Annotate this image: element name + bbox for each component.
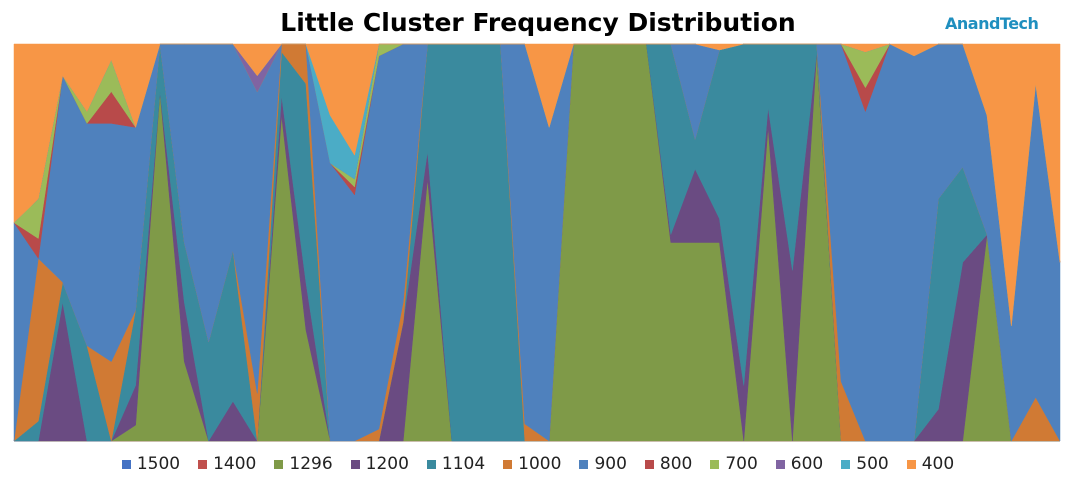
legend-label: 1296 bbox=[289, 454, 333, 474]
legend-swatch bbox=[906, 459, 916, 469]
legend-swatch bbox=[710, 459, 720, 469]
legend-item-700: 700 bbox=[710, 454, 758, 474]
legend-item-400: 400 bbox=[906, 454, 955, 474]
legend-item-1000: 1000 bbox=[503, 454, 561, 474]
legend-label: 400 bbox=[921, 454, 955, 474]
legend-item-900: 900 bbox=[579, 454, 627, 474]
legend-item-500: 500 bbox=[841, 454, 889, 474]
legend-item-800: 800 bbox=[644, 454, 693, 474]
legend-swatch bbox=[350, 459, 360, 469]
legend-label: 1200 bbox=[365, 454, 409, 474]
legend-label: 900 bbox=[594, 454, 627, 474]
legend-item-1400: 1400 bbox=[198, 454, 256, 474]
legend-label: 1500 bbox=[136, 454, 181, 474]
anandtech-logo: AnandTech bbox=[945, 14, 1039, 33]
legend-item-1500: 1500 bbox=[121, 454, 181, 474]
legend-swatch bbox=[503, 459, 513, 469]
chart-legend: 1500 1400 1296 1200 1104 1000 900 800 700 600 500 4… bbox=[0, 454, 1076, 474]
legend-item-600: 600 bbox=[775, 454, 824, 474]
legend-label: 600 bbox=[790, 454, 824, 474]
chart-title: Little Cluster Frequency Distribution bbox=[280, 8, 796, 37]
legend-label: 1104 bbox=[441, 454, 486, 474]
legend-item-1200: 1200 bbox=[350, 454, 409, 474]
legend-label: 1400 bbox=[213, 454, 257, 474]
legend-swatch bbox=[579, 459, 589, 469]
legend-label: 500 bbox=[856, 454, 889, 474]
legend-item-1296: 1296 bbox=[274, 454, 333, 474]
area-series-400 bbox=[13, 43, 1061, 326]
legend-swatch bbox=[775, 459, 785, 469]
legend-label: 800 bbox=[659, 454, 693, 474]
legend-swatch bbox=[841, 459, 851, 469]
legend-item-1104: 1104 bbox=[426, 454, 486, 474]
legend-swatch bbox=[274, 459, 284, 469]
legend-label: 1000 bbox=[518, 454, 562, 474]
legend-swatch bbox=[426, 459, 436, 469]
legend-label: 700 bbox=[725, 454, 758, 474]
legend-swatch bbox=[644, 459, 654, 469]
legend-swatch bbox=[121, 459, 131, 469]
legend-swatch bbox=[198, 459, 208, 469]
